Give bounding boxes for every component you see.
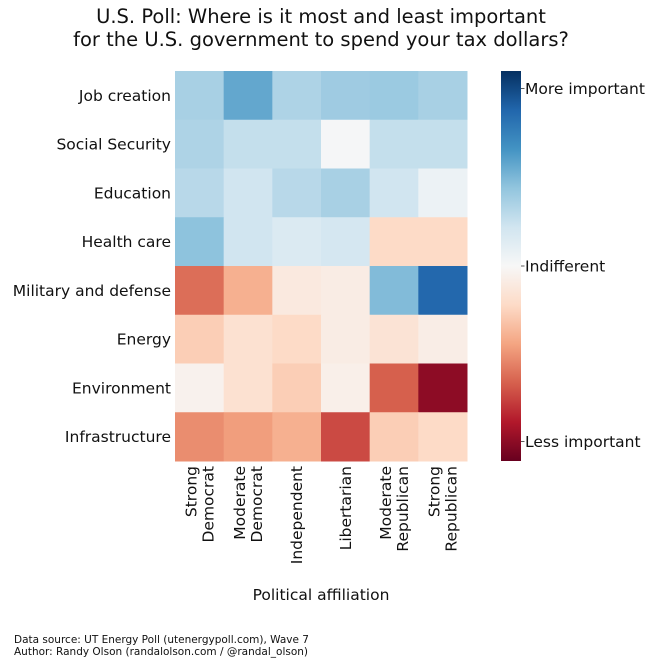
heatmap-cell — [321, 412, 371, 462]
y-tick-label: Environment — [72, 379, 171, 397]
x-tick-label-line: Democrat — [248, 466, 266, 543]
heatmap-cell — [272, 119, 322, 169]
heatmap-cell — [369, 266, 419, 316]
heatmap-cell — [272, 168, 322, 218]
heatmap-cell — [175, 217, 225, 267]
y-tick-label: Infrastructure — [65, 428, 171, 446]
heatmap-cell — [321, 217, 371, 267]
x-tick-label-line: Strong — [182, 466, 200, 517]
x-axis-label: Political affiliation — [253, 586, 390, 604]
x-tick-label-line: Republican — [394, 466, 412, 552]
heatmap-cell — [418, 217, 468, 267]
heatmap-cell — [272, 217, 322, 267]
x-tick-label: Independent — [288, 466, 306, 564]
heatmap-cell — [418, 119, 468, 169]
x-tick-label: Libertarian — [337, 466, 355, 550]
heatmap-cell — [418, 412, 468, 462]
x-tick-label-line: Moderate — [377, 466, 395, 540]
heatmap-chart: U.S. Poll: Where is it most and least im… — [13, 5, 645, 604]
heatmap-cell — [272, 314, 322, 364]
heatmap-cell — [175, 71, 225, 121]
heatmap-cell — [369, 168, 419, 218]
heatmap-cell — [369, 119, 419, 169]
heatmap-cell — [223, 217, 273, 267]
x-tick-label: StrongDemocrat — [182, 466, 217, 543]
x-tick-label-line: Democrat — [199, 466, 217, 543]
heatmap-cell — [223, 314, 273, 364]
heatmap-cell — [418, 363, 468, 413]
y-tick-label: Education — [94, 184, 171, 202]
heatmap-cell — [175, 314, 225, 364]
y-tick-labels: Job creation Social Security Education Heal… — [13, 87, 171, 446]
heatmap-cell — [321, 71, 371, 121]
footer: Data source: UT Energy Poll (utenergypol… — [14, 634, 309, 658]
heatmap-cell — [418, 168, 468, 218]
heatmap-cell — [418, 266, 468, 316]
heatmap-cell — [369, 412, 419, 462]
x-tick-label-line: Moderate — [231, 466, 249, 540]
heatmap-cell — [272, 71, 322, 121]
heatmap-cell — [272, 363, 322, 413]
x-tick-label: StrongRepublican — [426, 466, 461, 552]
heatmap-cells — [175, 71, 468, 462]
y-tick-label: Social Security — [56, 136, 171, 154]
chart-title-line-2: for the U.S. government to spend your ta… — [73, 28, 569, 51]
heatmap-cell — [175, 168, 225, 218]
heatmap-cell — [223, 412, 273, 462]
x-tick-label-line: Libertarian — [337, 466, 355, 550]
heatmap-cell — [223, 266, 273, 316]
heatmap-cell — [418, 314, 468, 364]
heatmap-cell — [175, 412, 225, 462]
colorbar-tick-label: Indifferent — [525, 258, 605, 276]
heatmap-cell — [175, 119, 225, 169]
colorbar-tick-label: Less important — [525, 433, 641, 451]
y-tick-label: Job creation — [78, 87, 171, 105]
heatmap-cell — [369, 71, 419, 121]
heatmap-cell — [175, 266, 225, 316]
heatmap-cell — [223, 168, 273, 218]
heatmap-cell — [175, 363, 225, 413]
chart-title-line-1: U.S. Poll: Where is it most and least im… — [96, 5, 546, 28]
y-tick-label: Energy — [117, 331, 171, 349]
heatmap-cell — [272, 266, 322, 316]
x-tick-label-line: Strong — [426, 466, 444, 517]
heatmap-cell — [418, 71, 468, 121]
heatmap-cell — [223, 71, 273, 121]
colorbar-tick-label: More important — [525, 80, 645, 98]
colorbar — [501, 71, 521, 461]
x-tick-label-line: Republican — [443, 466, 461, 552]
heatmap-cell — [223, 363, 273, 413]
heatmap-cell — [321, 266, 371, 316]
y-tick-label: Health care — [82, 233, 171, 251]
x-tick-label: ModerateDemocrat — [231, 466, 266, 543]
heatmap-cell — [321, 168, 371, 218]
colorbar-ticks: More important Indifferent Less important — [521, 80, 645, 451]
x-tick-label-line: Independent — [288, 466, 306, 564]
heatmap-cell — [369, 217, 419, 267]
heatmap-cell — [369, 314, 419, 364]
heatmap-cell — [321, 314, 371, 364]
heatmap-cell — [272, 412, 322, 462]
heatmap-cell — [321, 363, 371, 413]
heatmap-cell — [321, 119, 371, 169]
x-tick-labels: StrongDemocrat ModerateDemocrat Independen… — [182, 466, 460, 564]
heatmap-cell — [369, 363, 419, 413]
x-tick-label: ModerateRepublican — [377, 466, 412, 552]
y-tick-label: Military and defense — [13, 282, 171, 300]
data-source-note: Data source: UT Energy Poll (utenergypol… — [14, 634, 309, 646]
author-note: Author: Randy Olson (randalolson.com / @… — [14, 646, 309, 658]
heatmap-cell — [223, 119, 273, 169]
